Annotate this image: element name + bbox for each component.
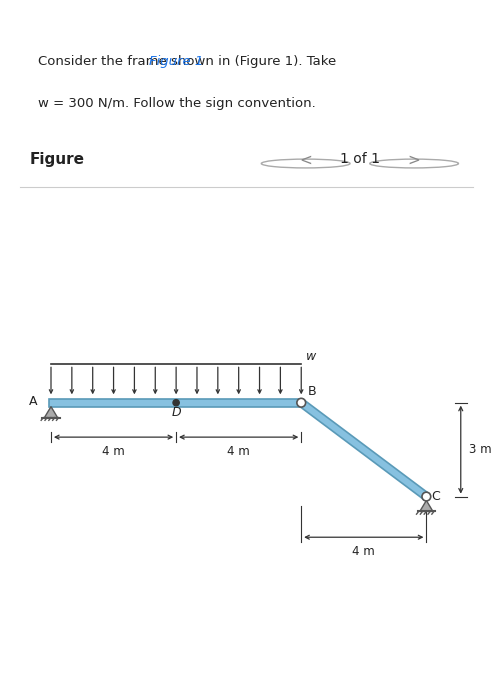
Text: w: w — [306, 350, 316, 363]
Text: C: C — [431, 490, 440, 503]
Text: 3 m: 3 m — [468, 443, 491, 456]
Text: 4 m: 4 m — [227, 445, 250, 458]
Text: 4 m: 4 m — [352, 545, 375, 558]
Text: w = 300 N/m. Follow the sign convention.: w = 300 N/m. Follow the sign convention. — [38, 97, 316, 110]
Polygon shape — [49, 399, 303, 407]
Polygon shape — [420, 500, 433, 512]
Text: 4 m: 4 m — [102, 445, 125, 458]
Polygon shape — [299, 400, 429, 500]
Circle shape — [173, 400, 179, 406]
Text: Figure 1: Figure 1 — [149, 55, 203, 69]
Text: Figure: Figure — [30, 153, 85, 167]
Text: Consider the frame shown in (Figure 1). Take: Consider the frame shown in (Figure 1). … — [38, 55, 336, 69]
Text: D: D — [171, 406, 181, 419]
Circle shape — [422, 492, 431, 501]
Text: <: < — [299, 153, 312, 167]
Circle shape — [297, 398, 306, 407]
Text: B: B — [308, 385, 316, 398]
Text: >: > — [408, 153, 421, 167]
Text: A: A — [29, 395, 37, 407]
Text: 1 of 1: 1 of 1 — [340, 153, 380, 167]
Polygon shape — [44, 407, 58, 418]
